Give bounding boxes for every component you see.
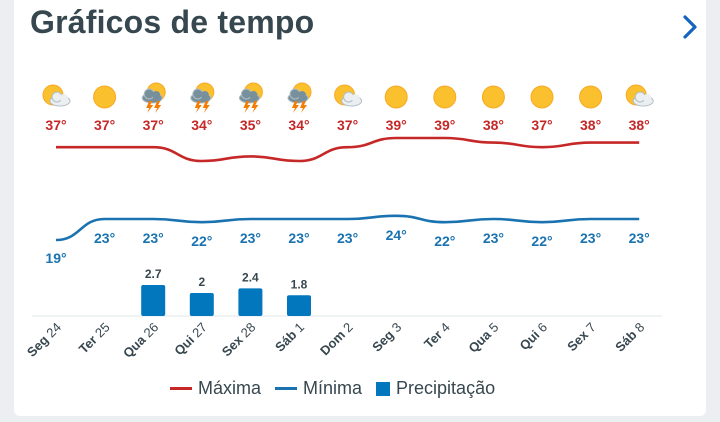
min-temp-label: 23° <box>337 230 358 246</box>
precip-value-label: 2.4 <box>242 270 259 284</box>
svg-text:Qui 6: Qui 6 <box>517 320 551 354</box>
sun-icon <box>530 85 554 109</box>
precip-value-label: 2.7 <box>145 267 162 281</box>
x-tick-label: Ter 4 <box>421 320 453 352</box>
min-temp-label: 23° <box>288 230 309 246</box>
precip-value-label: 2 <box>198 275 205 289</box>
max-temp-label: 34° <box>288 117 309 133</box>
precip-value-label: 1.8 <box>291 277 308 291</box>
max-temp-label: 37° <box>531 117 552 133</box>
legend-label-min: Mínima <box>303 378 363 398</box>
legend-label-precip: Precipitação <box>396 378 496 398</box>
x-tick-label: Seg 24 <box>24 320 64 360</box>
min-temp-label: 22° <box>434 233 455 249</box>
svg-text:Qua 26: Qua 26 <box>120 320 161 361</box>
x-tick-label: Qui 27 <box>171 320 210 359</box>
min-temp-label: 23° <box>143 230 164 246</box>
min-temp-label: 23° <box>483 230 504 246</box>
max-temp-label: 37° <box>45 117 66 133</box>
min-temp-line <box>55 214 640 242</box>
card-title: Gráficos de tempo <box>30 4 315 40</box>
min-temp-label: 24° <box>386 227 407 243</box>
legend-swatch-precip <box>376 381 391 396</box>
legend-item-max: Máxima <box>170 378 261 399</box>
max-temp-line <box>55 136 640 163</box>
x-tick-label: Dom 2 <box>317 320 356 359</box>
chevron-right-icon[interactable] <box>678 12 702 42</box>
x-tick-label: Qua 5 <box>465 320 501 356</box>
precip-bar <box>287 295 311 316</box>
svg-text:Sex 7: Sex 7 <box>564 320 599 355</box>
min-temp-label: 19° <box>45 250 66 266</box>
svg-text:Ter 4: Ter 4 <box>421 320 453 352</box>
x-tick-label: Ter 25 <box>76 320 113 357</box>
max-temp-label: 37° <box>94 117 115 133</box>
min-temp-label: 23° <box>629 230 650 246</box>
max-temp-label: 39° <box>386 117 407 133</box>
weather-charts-card: Gráficos de tempo <box>14 0 706 416</box>
legend-swatch-min <box>275 387 298 390</box>
max-temp-label: 39° <box>434 117 455 133</box>
x-tick-label: Sáb 8 <box>612 320 647 355</box>
legend-label-max: Máxima <box>198 378 262 398</box>
thunderstorm-icon <box>141 82 166 113</box>
thunderstorm-icon <box>238 82 263 113</box>
svg-text:Seg 3: Seg 3 <box>369 320 404 355</box>
legend-item-precip: Precipitação <box>376 378 495 399</box>
x-tick-label: Qua 26 <box>120 320 161 361</box>
x-tick-label: Seg 3 <box>369 320 404 355</box>
svg-text:Seg 24: Seg 24 <box>24 320 64 360</box>
min-temp-label: 23° <box>240 230 261 246</box>
partly-cloudy-icon <box>334 84 363 107</box>
min-temp-label: 22° <box>531 233 552 249</box>
max-temp-label: 38° <box>483 117 504 133</box>
x-tick-label: Sex 7 <box>564 320 599 355</box>
max-temp-label: 37° <box>337 117 358 133</box>
sun-icon <box>384 85 408 109</box>
max-temp-label: 38° <box>580 117 601 133</box>
sun-icon <box>481 85 505 109</box>
max-temp-label: 34° <box>191 117 212 133</box>
x-tick-label: Sex 28 <box>219 320 259 360</box>
sun-icon <box>433 85 457 109</box>
precip-bar <box>141 284 166 316</box>
thunderstorm-icon <box>287 82 312 113</box>
partly-cloudy-icon <box>625 84 654 107</box>
max-temp-label: 38° <box>629 117 650 133</box>
svg-text:Dom 2: Dom 2 <box>317 320 356 359</box>
legend-item-min: Mínima <box>275 378 362 399</box>
x-tick-label: Sáb 1 <box>272 320 307 355</box>
partly-cloudy-icon <box>42 84 71 107</box>
max-temp-label: 37° <box>143 117 164 133</box>
sun-icon <box>579 85 603 109</box>
min-temp-label: 23° <box>94 230 115 246</box>
svg-text:Qua 5: Qua 5 <box>465 320 501 356</box>
legend-swatch-max <box>170 387 192 390</box>
thunderstorm-icon <box>190 82 215 113</box>
precip-bar <box>189 293 214 316</box>
svg-text:Sáb 8: Sáb 8 <box>612 320 647 355</box>
svg-text:Ter 25: Ter 25 <box>76 320 113 357</box>
min-temp-label: 22° <box>191 233 212 249</box>
min-temp-label: 23° <box>580 230 601 246</box>
chart-legend: Máxima Mínima Precipitação <box>170 378 509 399</box>
precip-bar <box>238 288 263 316</box>
max-temp-label: 35° <box>240 117 261 133</box>
sun-icon <box>93 85 117 109</box>
svg-text:Sáb 1: Sáb 1 <box>272 320 307 355</box>
svg-text:Sex 28: Sex 28 <box>219 320 259 360</box>
svg-text:Qui 27: Qui 27 <box>171 320 210 359</box>
x-tick-label: Qui 6 <box>517 320 551 354</box>
